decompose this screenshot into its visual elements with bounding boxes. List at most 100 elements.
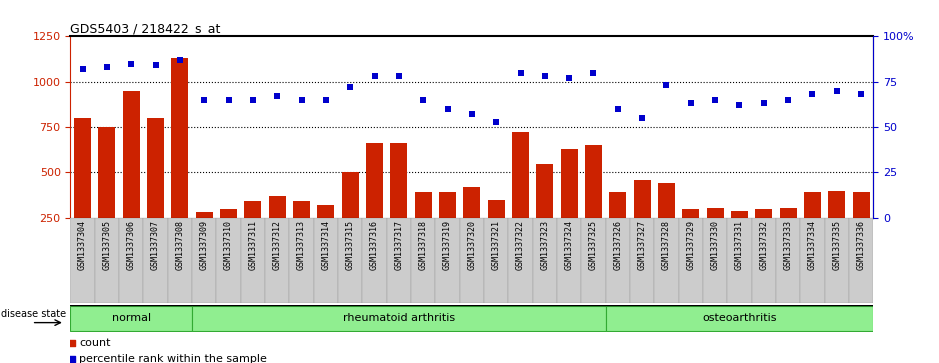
Bar: [561, 149, 577, 263]
Bar: [683, 209, 700, 263]
Text: osteoarthritis: osteoarthritis: [702, 313, 777, 323]
Bar: [849, 218, 873, 303]
Point: [708, 97, 723, 103]
Point: [269, 93, 285, 99]
Text: GSM1337330: GSM1337330: [711, 220, 719, 270]
Point: [294, 97, 309, 103]
Bar: [70, 218, 95, 303]
Bar: [703, 218, 728, 303]
Text: GSM1337306: GSM1337306: [127, 220, 136, 270]
Bar: [147, 118, 164, 263]
Bar: [220, 209, 237, 263]
Bar: [484, 218, 508, 303]
FancyBboxPatch shape: [192, 306, 606, 331]
Bar: [606, 218, 630, 303]
Bar: [751, 218, 776, 303]
Text: GSM1337318: GSM1337318: [419, 220, 427, 270]
Bar: [168, 218, 192, 303]
Bar: [630, 218, 654, 303]
Text: GSM1337323: GSM1337323: [540, 220, 549, 270]
Bar: [411, 218, 436, 303]
Text: disease state: disease state: [2, 309, 67, 319]
Point: [829, 88, 844, 94]
Point: [610, 106, 625, 112]
Bar: [512, 132, 529, 263]
Text: GSM1337324: GSM1337324: [564, 220, 574, 270]
Bar: [240, 218, 265, 303]
Point: [586, 70, 601, 76]
Point: [343, 84, 358, 90]
Bar: [338, 218, 362, 303]
Text: GSM1337329: GSM1337329: [686, 220, 695, 270]
Bar: [216, 218, 240, 303]
Text: GSM1337317: GSM1337317: [394, 220, 404, 270]
Text: GSM1337304: GSM1337304: [78, 220, 87, 270]
Point: [75, 66, 90, 72]
Text: GSM1337319: GSM1337319: [443, 220, 452, 270]
Point: [659, 82, 674, 88]
Bar: [800, 218, 824, 303]
Point: [197, 97, 212, 103]
Bar: [804, 192, 821, 263]
Bar: [779, 208, 796, 263]
Bar: [654, 218, 679, 303]
Point: [805, 91, 820, 97]
Point: [635, 115, 650, 121]
Bar: [824, 218, 849, 303]
Bar: [95, 218, 119, 303]
Text: GDS5403 / 218422_s_at: GDS5403 / 218422_s_at: [70, 22, 221, 35]
Bar: [195, 212, 213, 263]
Point: [562, 75, 577, 81]
Bar: [679, 218, 703, 303]
Bar: [391, 143, 408, 263]
FancyBboxPatch shape: [606, 306, 873, 331]
Bar: [172, 58, 189, 263]
Point: [392, 73, 407, 79]
Bar: [144, 218, 168, 303]
Bar: [609, 192, 626, 263]
Text: GSM1337314: GSM1337314: [321, 220, 331, 270]
Text: percentile rank within the sample: percentile rank within the sample: [79, 354, 267, 363]
Bar: [828, 192, 845, 263]
Bar: [585, 145, 602, 263]
Point: [148, 62, 163, 68]
Bar: [244, 201, 261, 263]
Text: GSM1337309: GSM1337309: [200, 220, 208, 270]
Bar: [265, 218, 289, 303]
Point: [684, 101, 699, 106]
Bar: [436, 218, 460, 303]
Text: GSM1337335: GSM1337335: [832, 220, 841, 270]
Bar: [119, 218, 144, 303]
Bar: [439, 192, 456, 263]
Text: GSM1337311: GSM1337311: [249, 220, 257, 270]
Bar: [463, 187, 481, 263]
Point: [488, 119, 503, 125]
Bar: [293, 201, 310, 263]
Bar: [755, 209, 772, 263]
Bar: [776, 218, 800, 303]
Point: [318, 97, 333, 103]
Bar: [536, 164, 553, 263]
Text: GSM1337310: GSM1337310: [224, 220, 233, 270]
Bar: [99, 127, 115, 263]
Text: GSM1337307: GSM1337307: [151, 220, 160, 270]
Bar: [342, 172, 359, 263]
Point: [513, 70, 528, 76]
Bar: [853, 192, 870, 263]
Text: GSM1337321: GSM1337321: [492, 220, 500, 270]
Bar: [415, 192, 432, 263]
Bar: [314, 218, 338, 303]
Text: GSM1337333: GSM1337333: [784, 220, 793, 270]
Bar: [487, 200, 504, 263]
Point: [221, 97, 236, 103]
Bar: [460, 218, 484, 303]
Bar: [557, 218, 581, 303]
Bar: [728, 218, 751, 303]
Bar: [731, 211, 748, 263]
Bar: [74, 118, 91, 263]
Bar: [581, 218, 606, 303]
Text: GSM1337322: GSM1337322: [516, 220, 525, 270]
Point: [282, 306, 297, 312]
Point: [854, 91, 869, 97]
Bar: [192, 218, 216, 303]
